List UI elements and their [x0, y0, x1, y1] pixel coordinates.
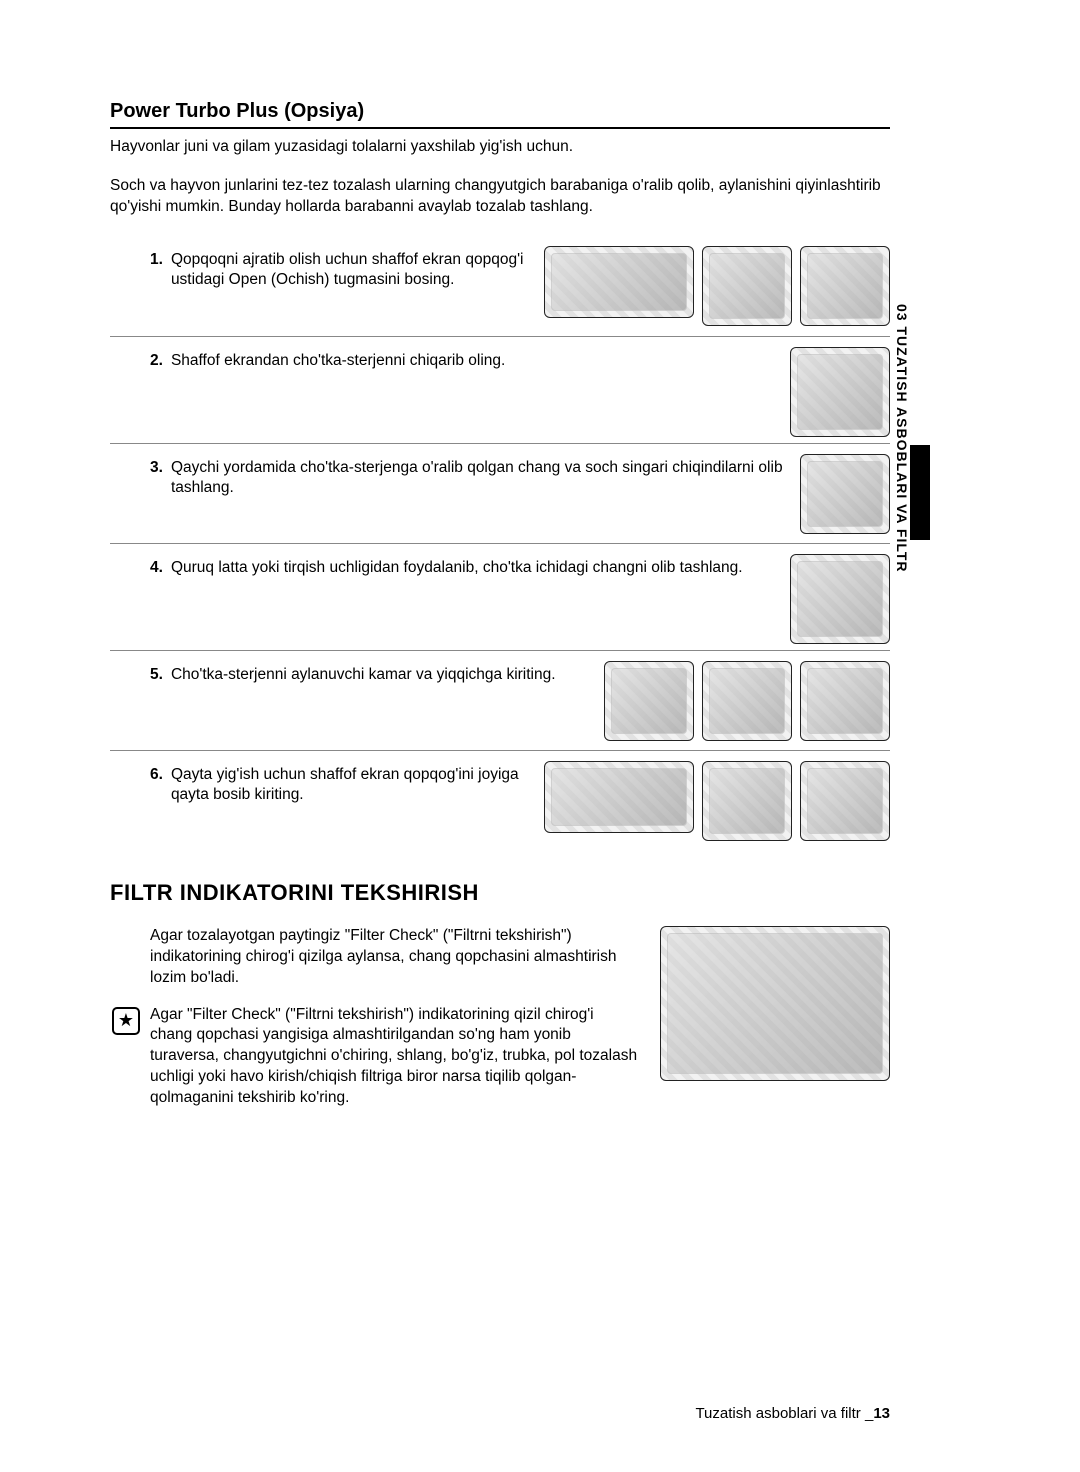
- step-row: 2. Shaffof ekrandan cho'tka-sterjenni chi…: [110, 336, 890, 443]
- side-tab: 03 TUZATISH ASBOBLARI VA FILTR: [894, 300, 920, 590]
- step-body: Qopqoqni ajratib olish uchun shaffof ekr…: [171, 250, 532, 290]
- intro-line-2: Soch va hayvon junlarini tez-tez tozalas…: [110, 176, 890, 218]
- intro-line-1: Hayvonlar juni va gilam yuzasidagi tolal…: [110, 137, 890, 158]
- step-number: 6.: [150, 765, 163, 805]
- step-number: 5.: [150, 665, 163, 685]
- step-body: Cho'tka-sterjenni aylanuvchi kamar va yi…: [171, 665, 556, 685]
- side-tab-label: 03 TUZATISH ASBOBLARI VA FILTR: [894, 300, 910, 573]
- step-body: Shaffof ekrandan cho'tka-sterjenni chiqa…: [171, 351, 505, 371]
- section-heading-filter: FILTR INDIKATORINI TEKSHIRISH: [110, 880, 890, 906]
- step-number: 1.: [150, 250, 163, 290]
- step-illustration: [702, 761, 792, 841]
- step-illustration: [544, 246, 694, 318]
- step-illustration: [790, 554, 890, 644]
- step-row: 5. Cho'tka-sterjenni aylanuvchi kamar va …: [110, 650, 890, 750]
- step-illustration: [604, 661, 694, 741]
- step-row: 4. Quruq latta yoki tirqish uchligidan fo…: [110, 543, 890, 650]
- step-number: 4.: [150, 558, 163, 578]
- step-illustration: [790, 347, 890, 437]
- step-illustration: [800, 661, 890, 741]
- footer-text: Tuzatish asboblari va filtr _: [695, 1405, 873, 1422]
- footer-page-number: 13: [873, 1405, 890, 1422]
- step-illustration: [702, 246, 792, 326]
- section-title: Power Turbo Plus (Opsiya): [110, 100, 890, 129]
- note-star-icon: ★: [112, 1007, 140, 1035]
- filter-note: Agar "Filter Check" ("Filtrni tekshirish…: [150, 1005, 640, 1110]
- step-row: 6.Qayta yig'ish uchun shaffof ekran qopq…: [110, 750, 890, 850]
- filter-paragraph: Agar tozalayotgan paytingiz "Filter Chec…: [150, 926, 640, 989]
- step-illustration: [800, 454, 890, 534]
- filter-illustration: [660, 926, 890, 1081]
- step-illustration: [544, 761, 694, 833]
- step-illustration: [800, 246, 890, 326]
- step-illustration: [800, 761, 890, 841]
- step-number: 2.: [150, 351, 163, 371]
- step-body: Qaychi yordamida cho'tka-sterjenga o'ral…: [171, 458, 788, 498]
- step-illustration: [702, 661, 792, 741]
- step-body: Qayta yig'ish uchun shaffof ekran qopqog…: [171, 765, 532, 805]
- step-number: 3.: [150, 458, 163, 498]
- step-row: 3.Qaychi yordamida cho'tka-sterjenga o'r…: [110, 443, 890, 543]
- step-row: 1.Qopqoqni ajratib olish uchun shaffof e…: [110, 236, 890, 336]
- page-footer: Tuzatish asboblari va filtr _13: [695, 1405, 890, 1422]
- step-body: Quruq latta yoki tirqish uchligidan foyd…: [171, 558, 743, 578]
- side-tab-marker: [910, 445, 930, 540]
